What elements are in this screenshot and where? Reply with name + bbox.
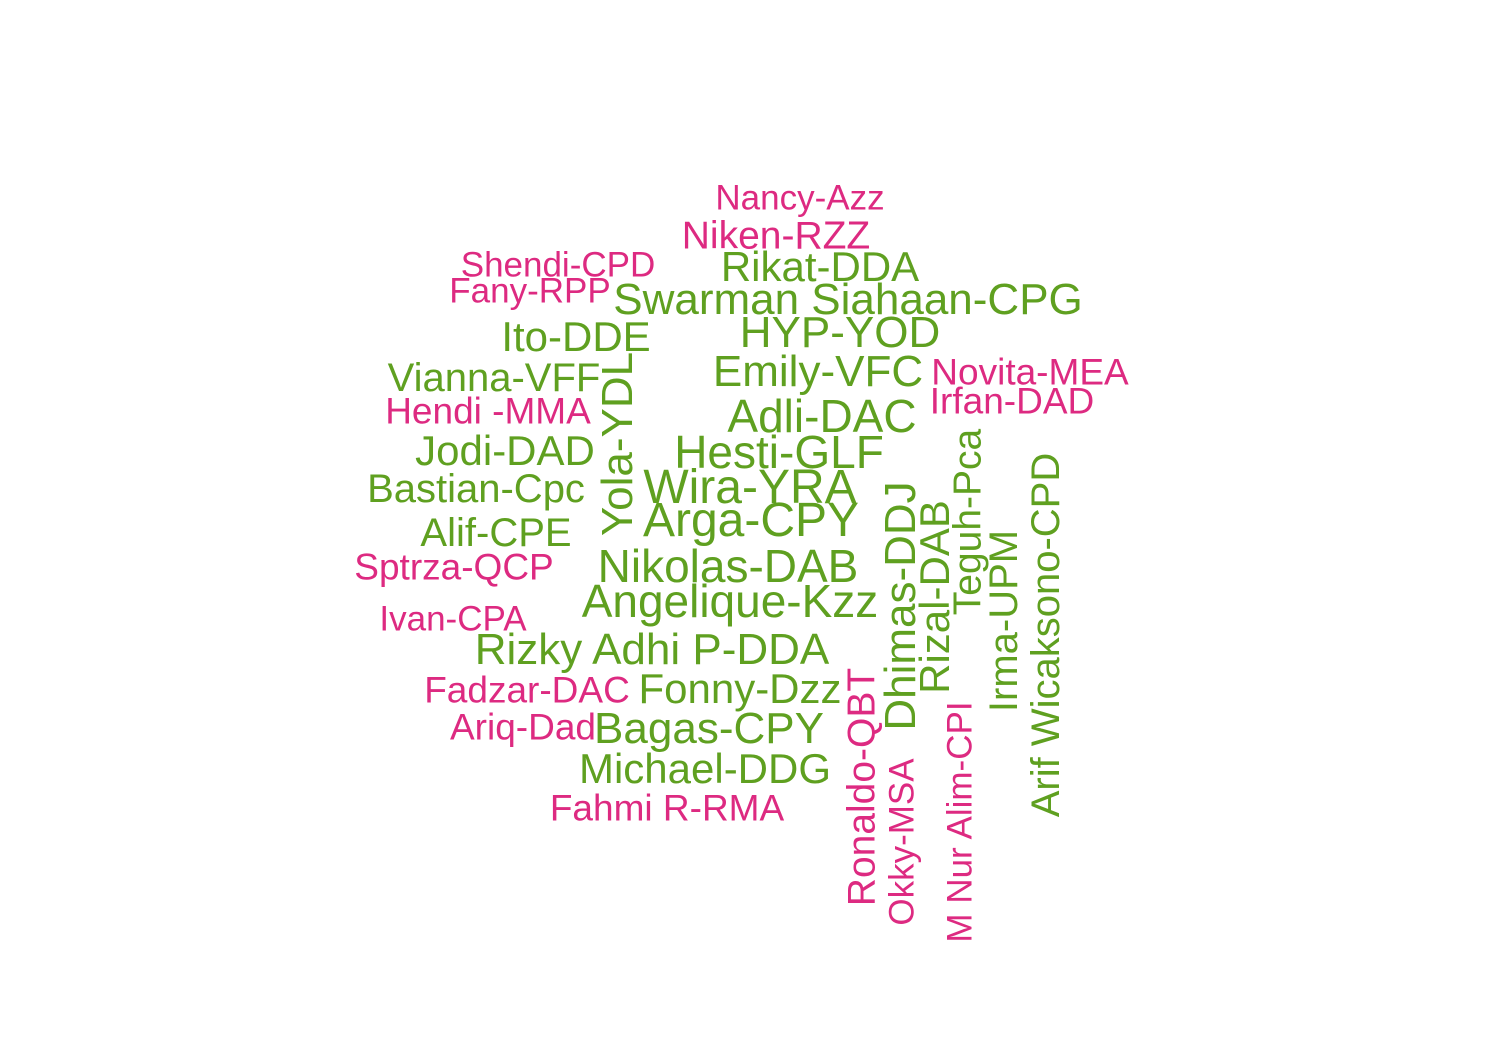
word-sptrza-qcp: Sptrza-QCP — [354, 546, 554, 588]
word-vianna-vff: Vianna-VFF — [387, 356, 601, 400]
word-okky-msa: Okky-MSA — [882, 758, 922, 926]
word-fany-rpp: Fany-RPP — [449, 271, 611, 311]
word-alif-cpe: Alif-CPE — [420, 511, 572, 555]
word-ariq-dad: Ariq-Dad — [450, 706, 596, 748]
word-nancy-azz: Nancy-Azz — [715, 178, 885, 218]
word-hesti-glf: Hesti-GLF — [674, 426, 884, 478]
word-irma-upm: Irma-UPM — [982, 529, 1026, 713]
word-adli-dac: Adli-DAC — [727, 390, 917, 442]
word-rizky-adhi-p-dda: Rizky Adhi P-DDA — [474, 625, 830, 674]
word-arga-cpy: Arga-CPY — [642, 494, 860, 547]
word-m-nur-alim-cpi: M Nur Alim-CPI — [940, 701, 980, 943]
word-bagas-cpy: Bagas-CPY — [594, 704, 824, 753]
word-angelique-kzz: Angelique-Kzz — [581, 575, 879, 627]
word-hyp-yod: HYP-YOD — [739, 308, 941, 357]
word-hendi-mma: Hendi -MMA — [385, 390, 591, 432]
word-emily-vfc: Emily-VFC — [712, 347, 924, 396]
word-niken-rzz: Niken-RZZ — [681, 214, 871, 258]
word-fahmi-r-rma: Fahmi R-RMA — [549, 787, 785, 829]
word-arif-wicaksono-cpd: Arif Wicaksono-CPD — [1024, 452, 1068, 818]
word-fadzar-dac: Fadzar-DAC — [424, 669, 630, 711]
word-swarman-siahaan-cpg: Swarman Siahaan-CPG — [613, 275, 1083, 324]
word-rikat-dda: Rikat-DDA — [720, 243, 920, 290]
word-jodi-dad: Jodi-DAD — [415, 427, 595, 474]
word-ivan-cpa: Ivan-CPA — [379, 599, 527, 639]
word-fonny-dzz: Fonny-Dzz — [638, 665, 842, 712]
word-ito-dde: Ito-DDE — [501, 313, 651, 360]
word-michael-ddg: Michael-DDG — [578, 745, 832, 792]
word-yola-ydl: Yola-YDL — [593, 351, 642, 537]
word-nikolas-dab: Nikolas-DAB — [597, 540, 859, 592]
word-shendi-cpd: Shendi-CPD — [460, 245, 656, 285]
word-irfan-dad: Irfan-DAD — [929, 380, 1095, 422]
word-bastian-cpc: Bastian-Cpc — [367, 467, 585, 511]
word-wira-yra: Wira-YRA — [643, 461, 857, 514]
word-novita-mea: Novita-MEA — [931, 351, 1129, 393]
